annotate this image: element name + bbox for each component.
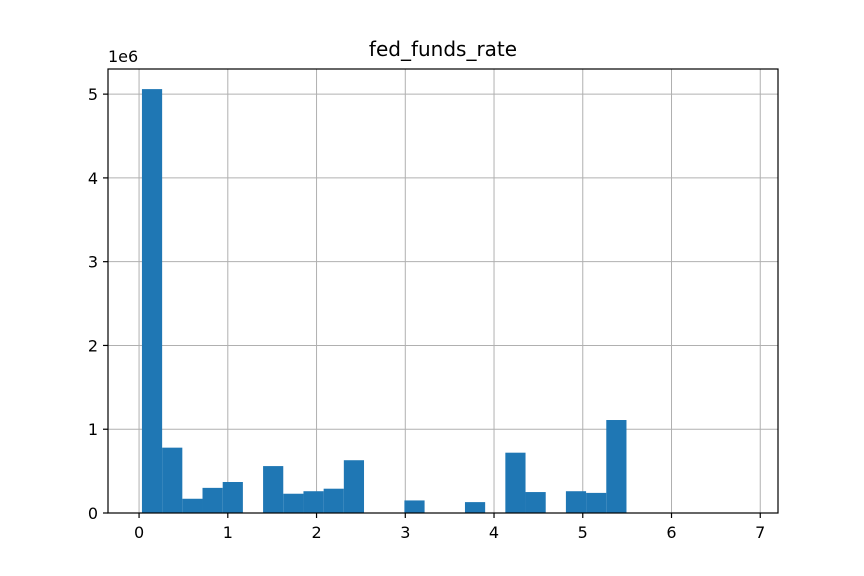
plot-area-frame	[107, 68, 779, 514]
y-tick-label: 1	[88, 420, 98, 439]
histogram-bars	[141, 89, 627, 514]
y-tick-label: 4	[88, 169, 98, 188]
x-tick-label: 5	[578, 523, 588, 542]
histogram-bar	[505, 452, 526, 513]
histogram-bar	[323, 488, 344, 513]
y-tick-label: 5	[88, 85, 98, 104]
x-grid	[138, 69, 761, 513]
histogram-bar	[525, 492, 546, 513]
histogram-bar	[202, 487, 223, 513]
x-tick-label: 7	[755, 523, 765, 542]
histogram-bar	[565, 491, 587, 513]
histogram-bar	[343, 460, 365, 513]
y-axis: 0 1 2 3 4 5	[88, 85, 108, 523]
histogram-bar	[283, 493, 304, 513]
histogram-bar	[263, 466, 284, 513]
x-tick-label: 6	[666, 523, 676, 542]
y-tick-label: 2	[88, 336, 98, 355]
histogram-bar	[182, 498, 203, 513]
chart-title: fed_funds_rate	[369, 37, 517, 61]
histogram-bar	[606, 420, 627, 513]
histogram-bar	[404, 500, 425, 513]
histogram-bar	[141, 89, 163, 514]
histogram-bar	[464, 502, 486, 513]
y-tick-label: 0	[88, 504, 98, 523]
x-tick-label: 0	[134, 523, 144, 542]
histogram-bar	[303, 491, 324, 513]
y-offset-label: 1e6	[108, 47, 138, 66]
x-tick-label: 3	[400, 523, 410, 542]
x-tick-label: 4	[489, 523, 499, 542]
x-tick-label: 2	[311, 523, 321, 542]
histogram-bar	[222, 482, 243, 513]
y-tick-label: 3	[88, 253, 98, 272]
histogram-bar	[586, 492, 607, 513]
x-tick-label: 1	[223, 523, 233, 542]
histogram-bar	[162, 447, 183, 513]
x-axis: 0 1 2 3 4 5 6 7	[134, 513, 765, 542]
